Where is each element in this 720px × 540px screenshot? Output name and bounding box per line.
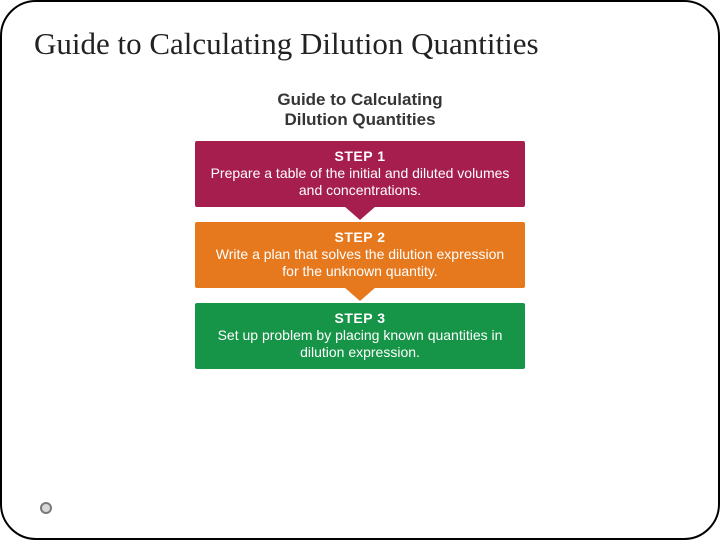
step-3-body: Set up problem by placing known quantiti… [209,327,511,360]
step-2-body: Write a plan that solves the dilution ex… [209,246,511,279]
arrow-1 [344,206,376,220]
step-3-label: STEP 3 [209,310,511,326]
step-1-label: STEP 1 [209,148,511,164]
slide-frame: Guide to Calculating Dilution Quantities… [0,0,720,540]
arrow-2 [344,287,376,301]
figure-title-line1: Guide to Calculating [277,90,442,109]
figure-title: Guide to Calculating Dilution Quantities [277,90,442,129]
step-3-box: STEP 3 Set up problem by placing known q… [195,303,525,369]
flowchart: Guide to Calculating Dilution Quantities… [190,90,530,369]
figure-title-line2: Dilution Quantities [284,110,435,129]
slide-title: Guide to Calculating Dilution Quantities [34,26,690,62]
corner-dot-icon [40,502,52,514]
step-2-label: STEP 2 [209,229,511,245]
step-1-body: Prepare a table of the initial and dilut… [209,165,511,198]
step-1-box: STEP 1 Prepare a table of the initial an… [195,141,525,207]
step-2-box: STEP 2 Write a plan that solves the dilu… [195,222,525,288]
